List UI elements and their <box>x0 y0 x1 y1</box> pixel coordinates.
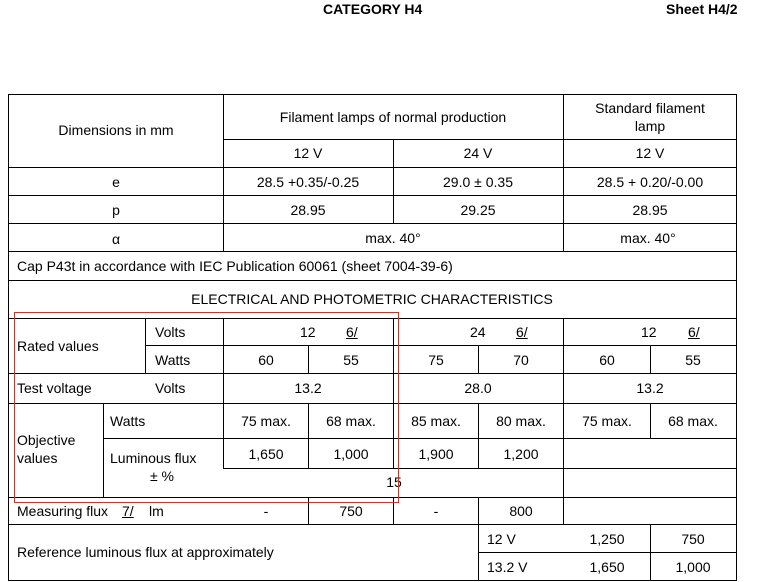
reference-flux-13-2v-2: 1,000 <box>675 559 711 575</box>
objective-watts-5: 75 max. <box>582 413 632 429</box>
reference-flux-label: Reference luminous flux at approximately <box>17 544 274 560</box>
rated-watts-3: 75 <box>428 352 444 368</box>
luminous-flux-1: 1,650 <box>248 446 284 462</box>
rated-values-label: Rated values <box>17 338 99 354</box>
category-title: CATEGORY H4 <box>323 1 423 17</box>
rated-watts-5: 60 <box>599 352 615 368</box>
volts-label: Volts <box>155 324 186 340</box>
test-voltage-label: Test voltage <box>17 380 92 396</box>
voltage-12v: 12 V <box>293 145 323 161</box>
rated-volts-standard-footnote: 6/ <box>688 324 700 340</box>
reference-flux-13-2v-1: 1,650 <box>589 559 625 575</box>
test-voltage-12v: 13.2 <box>294 380 322 396</box>
reference-flux-12v-1: 1,250 <box>589 531 625 547</box>
measuring-flux-unit: lm <box>149 503 164 519</box>
objective-watts-4: 80 max. <box>496 413 546 429</box>
objective-values-label-line1: Objective <box>17 432 76 448</box>
alpha-normal: max. 40° <box>365 230 421 246</box>
measuring-flux-label: Measuring flux <box>17 503 109 519</box>
objective-watts-label: Watts <box>110 413 146 429</box>
luminous-flux-3: 1,900 <box>418 446 454 462</box>
rated-volts-12-footnote: 6/ <box>346 324 358 340</box>
p-24v: 29.25 <box>460 202 496 218</box>
objective-watts-1: 75 max. <box>241 413 291 429</box>
p-12v: 28.95 <box>290 202 326 218</box>
test-voltage-standard: 13.2 <box>636 380 664 396</box>
voltage-standard-12v: 12 V <box>635 145 665 161</box>
reference-voltage-12v: 12 V <box>487 531 516 547</box>
objective-values-label-line2: values <box>17 450 58 466</box>
luminous-flux-4: 1,200 <box>503 446 539 462</box>
objective-watts-3: 85 max. <box>411 413 461 429</box>
rated-watts-2: 55 <box>343 352 359 368</box>
rated-watts-1: 60 <box>258 352 274 368</box>
row-label-p: p <box>112 202 120 218</box>
rated-volts-24-footnote: 6/ <box>516 324 528 340</box>
row-label-e: e <box>112 174 120 190</box>
reference-voltage-13-2v: 13.2 V <box>487 559 528 575</box>
p-standard: 28.95 <box>632 202 668 218</box>
rated-volts-12: 12 <box>300 324 316 340</box>
luminous-flux-label: Luminous flux <box>110 450 197 466</box>
objective-watts-6: 68 max. <box>668 413 718 429</box>
dimensions-label: Dimensions in mm <box>58 122 174 138</box>
rated-volts-standard-12: 12 <box>641 324 657 340</box>
row-label-alpha: α <box>111 231 121 247</box>
cap-description: Cap P43t in accordance with IEC Publicat… <box>17 258 453 274</box>
objective-watts-2: 68 max. <box>326 413 376 429</box>
e-24v: 29.0 ± 0.35 <box>443 174 513 190</box>
measuring-flux-4: 800 <box>509 503 533 519</box>
rated-watts-4: 70 <box>513 352 529 368</box>
luminous-flux-2: 1,000 <box>333 446 369 462</box>
voltage-24v: 24 V <box>463 145 493 161</box>
test-voltage-volts-label: Volts <box>155 380 186 396</box>
highlight-box <box>14 312 399 503</box>
luminous-flux-tolerance: 15 <box>386 474 402 490</box>
luminous-flux-tolerance-label: ± % <box>149 468 175 484</box>
electrical-characteristics-header: ELECTRICAL AND PHOTOMETRIC CHARACTERISTI… <box>191 291 553 307</box>
measuring-flux-1: - <box>263 503 269 519</box>
e-standard: 28.5 + 0.20/-0.00 <box>596 174 704 190</box>
watts-label: Watts <box>155 352 191 368</box>
standard-lamp-header-line1: Standard filament <box>595 100 705 116</box>
rated-watts-6: 55 <box>685 352 701 368</box>
alpha-standard: max. 40° <box>620 230 676 246</box>
test-voltage-24v: 28.0 <box>464 380 492 396</box>
normal-production-header: Filament lamps of normal production <box>279 109 507 125</box>
reference-flux-12v-2: 750 <box>681 531 705 547</box>
rated-volts-24: 24 <box>470 324 486 340</box>
measuring-flux-2: 750 <box>339 503 363 519</box>
standard-lamp-header-line2: lamp <box>634 118 666 134</box>
measuring-flux-footnote: 7/ <box>122 503 134 519</box>
sheet-number: Sheet H4/2 <box>666 1 738 17</box>
measuring-flux-3: - <box>433 503 439 519</box>
e-12v: 28.5 +0.35/-0.25 <box>256 174 360 190</box>
